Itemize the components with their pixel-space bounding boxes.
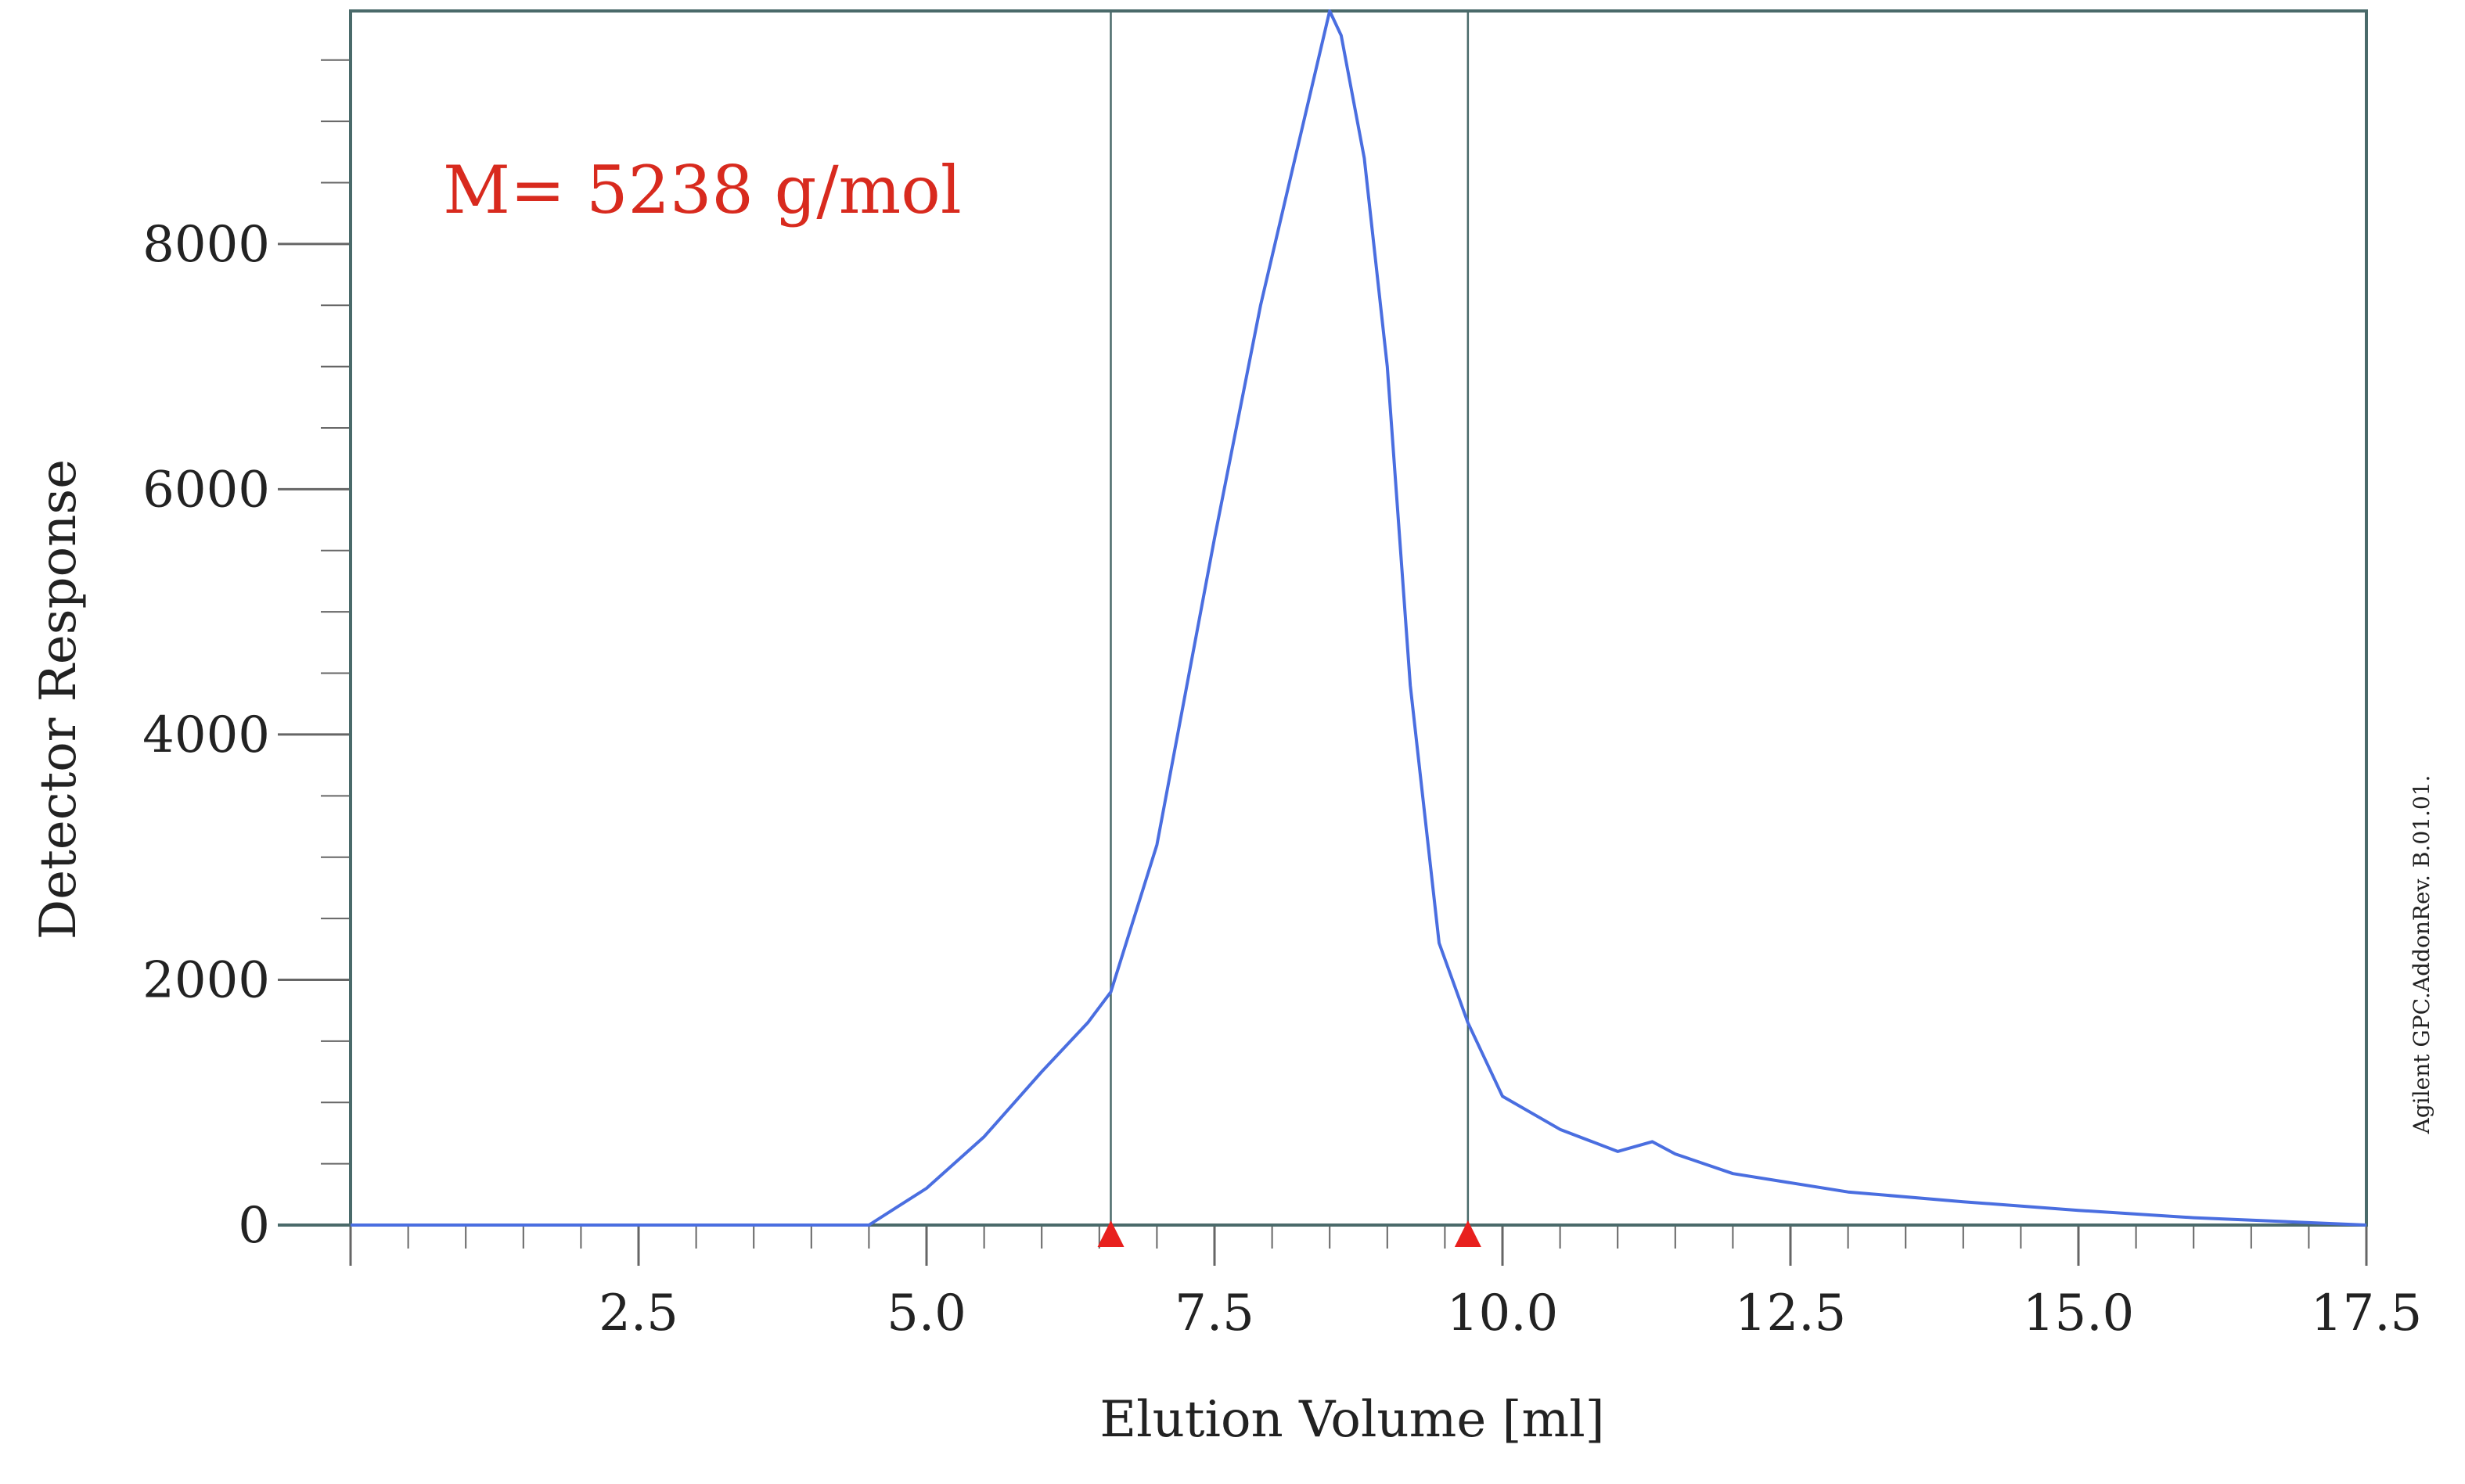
integration-start-marker	[1097, 1220, 1125, 1247]
y-tick-labels: 0 2000 4000 6000 8000	[142, 216, 270, 1255]
x-tick-labels: 2.5 5.0 7.5 10.0 12.5 15.0 17.5	[599, 1285, 2422, 1342]
x-tick-label: 12.5	[1735, 1285, 1847, 1342]
x-tick-label: 10.0	[1447, 1285, 1559, 1342]
y-tick-label: 6000	[142, 461, 270, 519]
x-axis-title: Elution Volume [ml]	[1099, 1391, 1604, 1449]
y-tick-label: 2000	[142, 951, 270, 1009]
x-tick-label: 7.5	[1175, 1285, 1254, 1342]
x-tick-label: 15.0	[2023, 1285, 2135, 1342]
y-tick-label: 8000	[142, 216, 270, 274]
x-tick-label: 2.5	[599, 1285, 678, 1342]
integration-markers	[1097, 1220, 1481, 1247]
software-version-watermark: Agilent GPC.AddonRev. B.01.01.	[2409, 775, 2434, 1135]
x-minor-ticks	[349, 1225, 2368, 1266]
y-minor-ticks	[278, 59, 351, 1227]
molar-mass-annotation: M= 5238 g/mol	[443, 152, 962, 228]
integration-end-marker	[1454, 1220, 1481, 1247]
x-tick-label: 5.0	[887, 1285, 966, 1342]
x-tick-label: 17.5	[2311, 1285, 2423, 1342]
y-axis-title: Detector Response	[30, 459, 88, 940]
y-tick-label: 0	[238, 1197, 270, 1255]
integration-lines	[1110, 11, 1470, 1225]
series-line	[351, 9, 2367, 1227]
y-tick-label: 4000	[142, 706, 270, 764]
